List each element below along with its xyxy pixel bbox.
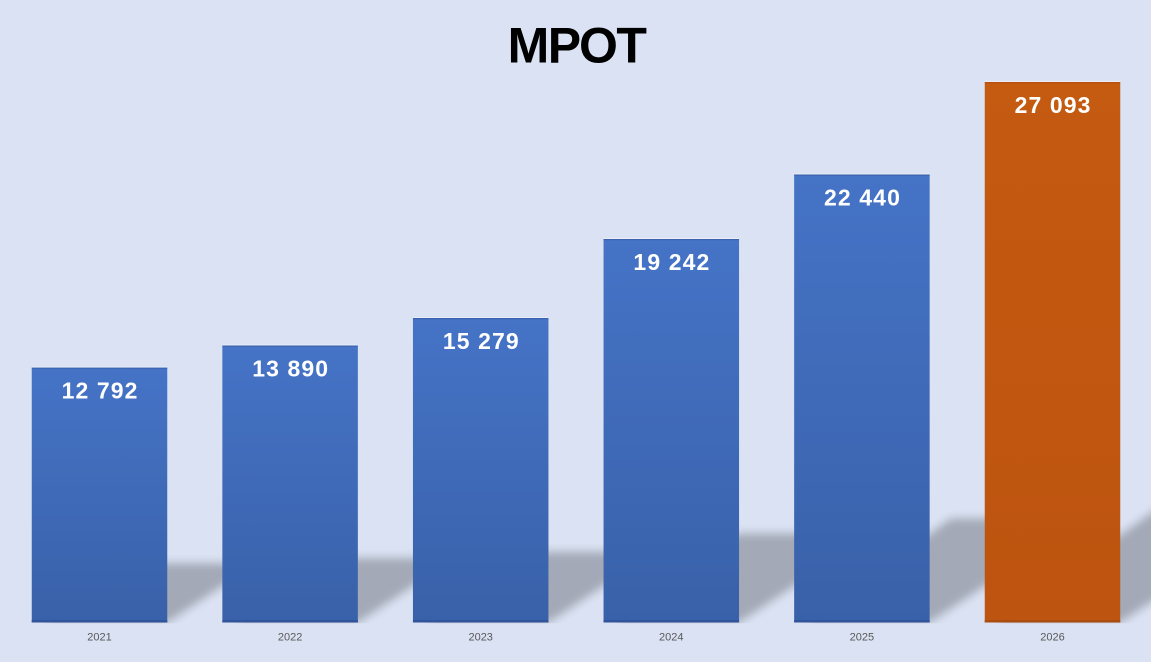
svg-text:2024: 2024 xyxy=(659,632,683,644)
svg-text:МРОТ: МРОТ xyxy=(508,17,647,73)
svg-text:2026: 2026 xyxy=(1040,632,1064,644)
svg-text:15 279: 15 279 xyxy=(443,328,520,354)
svg-text:19 242: 19 242 xyxy=(633,249,710,275)
svg-text:2023: 2023 xyxy=(468,632,492,644)
svg-text:13 890: 13 890 xyxy=(252,356,329,382)
svg-text:2022: 2022 xyxy=(278,632,302,644)
svg-text:2021: 2021 xyxy=(87,632,111,644)
svg-text:2025: 2025 xyxy=(850,632,874,644)
svg-text:12 792: 12 792 xyxy=(62,378,139,404)
svg-text:27 093: 27 093 xyxy=(1015,92,1092,118)
svg-text:22 440: 22 440 xyxy=(824,185,901,211)
